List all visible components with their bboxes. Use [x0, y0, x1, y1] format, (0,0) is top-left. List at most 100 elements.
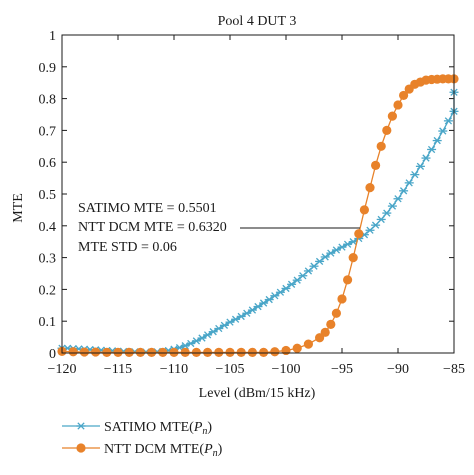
- data-point-ntt-dcm: [247, 347, 257, 357]
- data-point-ntt-dcm: [147, 347, 157, 357]
- series-ntt-dcm: [57, 74, 459, 357]
- data-point-ntt-dcm: [387, 111, 397, 121]
- data-point-ntt-dcm: [135, 347, 145, 357]
- series-satimo: [57, 88, 459, 356]
- data-point-satimo: [393, 195, 403, 203]
- data-point-satimo: [438, 127, 448, 135]
- data-point-satimo: [287, 280, 297, 288]
- data-point-ntt-dcm: [343, 275, 353, 285]
- x-axis-title: Level (dBm/15 kHz): [199, 386, 316, 401]
- data-point-satimo: [292, 276, 302, 284]
- data-point-satimo: [264, 295, 274, 304]
- y-tick-labels: 0 0.1 0.2 0.3 0.4 0.5 0.6 0.7 0.8 0.9 1: [39, 29, 57, 362]
- x-tick-label: −120: [48, 362, 77, 377]
- data-point-satimo: [415, 162, 425, 170]
- data-point-ntt-dcm: [399, 90, 409, 101]
- x-tick-labels: −120 −115 −110 −105 −100 −95 −90 −85: [48, 362, 465, 377]
- data-point-ntt-dcm: [382, 125, 392, 135]
- series-layer: [57, 74, 459, 357]
- data-point-ntt-dcm: [270, 347, 280, 357]
- data-point-ntt-dcm: [225, 347, 235, 357]
- data-point-ntt-dcm: [91, 347, 101, 357]
- x-tick-label: −85: [443, 362, 465, 377]
- data-point-satimo: [427, 145, 437, 154]
- data-point-ntt-dcm: [292, 343, 302, 353]
- x-tick-label: −90: [387, 362, 409, 377]
- data-point-satimo: [376, 215, 386, 224]
- data-point-ntt-dcm: [259, 347, 269, 357]
- data-point-ntt-dcm: [203, 347, 213, 357]
- data-point-satimo: [275, 288, 285, 296]
- data-point-ntt-dcm: [376, 141, 386, 151]
- y-tick-label: 0.2: [39, 283, 57, 298]
- data-point-ntt-dcm: [113, 347, 123, 357]
- x-tick-label: −115: [104, 362, 132, 377]
- data-point-satimo: [421, 154, 431, 162]
- data-point-satimo: [320, 253, 330, 261]
- data-point-ntt-dcm: [191, 347, 201, 357]
- x-tick-label: −100: [272, 362, 301, 377]
- data-point-ntt-dcm: [320, 327, 330, 337]
- data-point-ntt-dcm: [359, 205, 369, 215]
- legend-marker-satimo: [76, 422, 86, 430]
- annotation-mte-std: MTE STD = 0.06: [78, 240, 177, 255]
- y-tick-label: 0.7: [39, 124, 57, 139]
- chart-title: Pool 4 DUT 3: [218, 14, 297, 29]
- legend-label-satimo: SATIMO MTE(Pn): [104, 420, 212, 437]
- y-axis-title: MTE: [11, 193, 26, 223]
- data-point-ntt-dcm: [371, 160, 381, 170]
- data-point-satimo: [371, 221, 381, 229]
- legend-label-ntt-dcm: NTT DCM MTE(Pn): [104, 442, 223, 459]
- data-point-satimo: [387, 202, 397, 210]
- data-point-satimo: [382, 209, 392, 217]
- annotation-box: [72, 196, 240, 258]
- plot-frame: [61, 34, 455, 354]
- axis-ticks: [61, 34, 455, 354]
- data-point-ntt-dcm: [169, 347, 179, 357]
- y-tick-label: 0.1: [39, 315, 57, 330]
- data-point-ntt-dcm: [354, 229, 364, 239]
- data-point-satimo: [281, 284, 291, 293]
- y-tick-label: 0: [49, 347, 56, 362]
- data-point-ntt-dcm: [180, 347, 190, 357]
- x-tick-label: −110: [160, 362, 188, 377]
- data-point-satimo: [404, 179, 414, 187]
- data-point-ntt-dcm: [393, 100, 403, 110]
- annotation-ntt-dcm-mte: NTT DCM MTE = 0.6320: [78, 220, 227, 235]
- y-tick-label: 0.8: [39, 93, 57, 108]
- data-point-ntt-dcm: [214, 347, 224, 357]
- legend-marker-ntt-dcm: [76, 443, 86, 453]
- data-point-ntt-dcm: [102, 347, 112, 357]
- data-point-ntt-dcm: [365, 183, 375, 193]
- data-point-satimo: [443, 117, 453, 125]
- legend-item-satimo: SATIMO MTE(Pn): [62, 420, 212, 437]
- y-tick-label: 0.6: [39, 156, 57, 171]
- x-tick-label: −105: [216, 362, 245, 377]
- data-point-ntt-dcm: [236, 347, 246, 357]
- data-point-satimo: [410, 170, 420, 179]
- data-point-ntt-dcm: [337, 294, 347, 304]
- data-point-ntt-dcm: [303, 339, 313, 349]
- x-tick-label: −95: [331, 362, 353, 377]
- data-point-ntt-dcm: [79, 347, 89, 357]
- data-point-ntt-dcm: [158, 347, 168, 357]
- data-point-satimo: [365, 226, 375, 234]
- data-point-ntt-dcm: [348, 253, 358, 263]
- data-point-ntt-dcm: [326, 319, 336, 329]
- y-tick-label: 0.3: [39, 252, 57, 267]
- data-point-satimo: [432, 136, 442, 145]
- data-point-ntt-dcm: [124, 347, 134, 357]
- y-tick-label: 0.4: [39, 220, 57, 235]
- data-point-ntt-dcm: [68, 347, 78, 357]
- y-tick-label: 0.5: [39, 188, 57, 203]
- data-point-ntt-dcm: [281, 345, 291, 356]
- legend-item-ntt-dcm: NTT DCM MTE(Pn): [62, 442, 223, 459]
- annotation-satimo-mte: SATIMO MTE = 0.5501: [78, 201, 217, 216]
- y-tick-label: 0.9: [39, 61, 57, 76]
- y-tick-label: 1: [49, 29, 56, 44]
- data-point-satimo: [315, 257, 325, 266]
- legend: SATIMO MTE(Pn) NTT DCM MTE(Pn): [62, 420, 223, 459]
- data-point-satimo: [399, 187, 409, 195]
- data-point-ntt-dcm: [331, 308, 341, 318]
